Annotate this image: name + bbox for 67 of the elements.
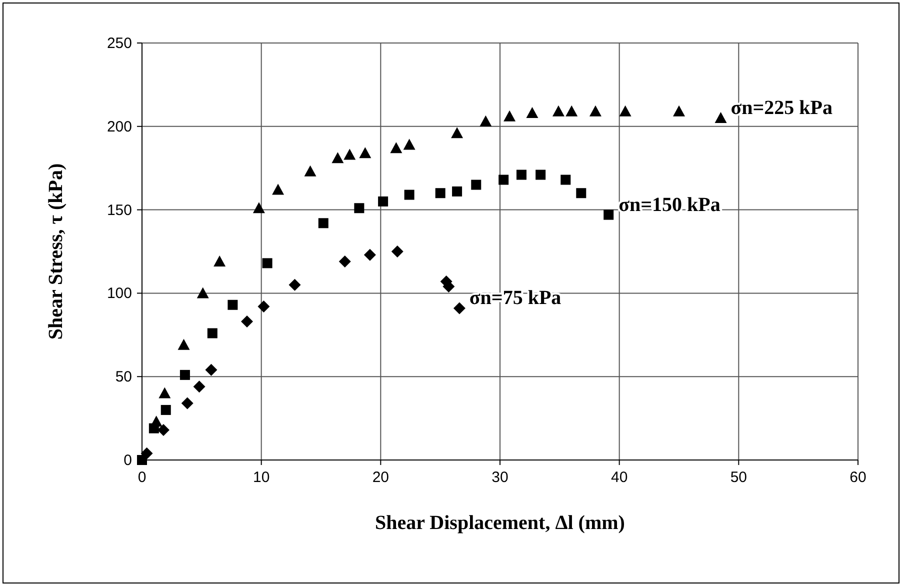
point — [576, 188, 586, 198]
point — [453, 302, 466, 314]
point — [451, 127, 464, 138]
point — [404, 190, 414, 200]
point — [252, 202, 265, 214]
point — [452, 186, 462, 196]
point — [262, 258, 272, 268]
x-tick-label: 0 — [138, 469, 146, 486]
point — [498, 174, 509, 185]
point — [364, 248, 376, 261]
point — [435, 188, 446, 198]
x-tick-label: 50 — [730, 469, 748, 486]
point — [480, 115, 492, 126]
x-tick-label: 40 — [610, 469, 628, 486]
point — [560, 174, 571, 185]
point — [471, 180, 482, 190]
point — [207, 328, 218, 338]
x-tick-label: 30 — [492, 469, 508, 486]
point — [137, 455, 147, 465]
point — [354, 203, 364, 214]
x-tick-label: 60 — [850, 469, 866, 486]
point — [526, 107, 538, 118]
point — [516, 170, 526, 180]
x-axis-title: Shear Displacement, Δl (mm) — [375, 512, 625, 534]
point — [258, 300, 270, 313]
point — [228, 300, 238, 310]
point — [359, 147, 372, 158]
x-tick-label: 10 — [252, 469, 270, 486]
point — [714, 112, 727, 124]
y-tick-label: 100 — [106, 285, 132, 302]
point — [178, 338, 190, 350]
y-tick-label: 0 — [124, 452, 132, 469]
point — [673, 105, 685, 116]
point — [332, 152, 344, 164]
point — [344, 148, 356, 160]
y-tick-label: 150 — [106, 202, 132, 219]
point — [205, 364, 218, 376]
point — [536, 170, 546, 180]
y-tick-label: 200 — [106, 118, 132, 136]
point — [272, 184, 284, 195]
point — [338, 256, 351, 268]
point — [214, 256, 226, 267]
point — [318, 218, 328, 228]
point — [566, 105, 578, 116]
y-tick-label: 250 — [106, 35, 132, 52]
point — [160, 404, 171, 415]
point — [288, 278, 301, 291]
point — [504, 110, 516, 122]
point — [552, 105, 564, 116]
y-tick-label: 50 — [115, 368, 132, 386]
x-tick-label: 20 — [372, 469, 390, 486]
point — [378, 196, 388, 206]
point — [403, 138, 416, 150]
point — [604, 210, 614, 220]
point — [619, 105, 632, 116]
point — [241, 316, 254, 328]
point — [193, 380, 206, 393]
y-axis-title: Shear Stress, τ (kPa) — [45, 163, 67, 340]
point — [196, 287, 209, 298]
point — [157, 424, 170, 436]
point — [180, 370, 190, 380]
point — [391, 246, 404, 258]
point — [158, 387, 171, 398]
point — [589, 105, 602, 116]
point — [181, 397, 194, 410]
point — [304, 165, 316, 176]
point — [390, 142, 402, 154]
